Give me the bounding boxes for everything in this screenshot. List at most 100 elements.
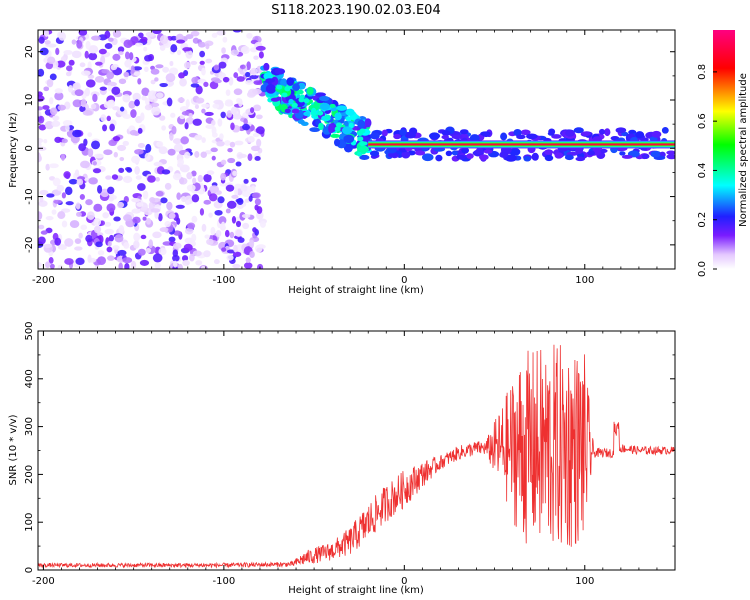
heatmap-cell: [54, 237, 62, 246]
heatmap-cell: [211, 155, 216, 161]
heatmap-cell: [183, 243, 193, 252]
heatmap-cell: [98, 48, 107, 55]
colorbar-tick-label: 0.6: [697, 113, 708, 129]
heatmap-cell: [74, 238, 82, 244]
heatmap-cell: [112, 135, 121, 142]
heatmap-cell: [186, 172, 193, 180]
heatmap-cell: [74, 89, 84, 97]
heatmap-cell: [220, 221, 226, 230]
heatmap-cell: [106, 203, 116, 213]
spectrogram-y-tick-label: -10: [24, 188, 35, 204]
heatmap-cell: [137, 142, 146, 149]
heatmap-cell: [222, 36, 228, 43]
heatmap-cell: [79, 62, 86, 68]
heatmap-cell: [592, 148, 601, 156]
heatmap-cell: [218, 72, 226, 80]
heatmap-cell: [195, 85, 203, 95]
heatmap-cell: [122, 257, 133, 264]
heatmap-cell: [87, 132, 93, 138]
heatmap-cell: [297, 119, 305, 124]
heatmap-cell: [666, 153, 675, 160]
heatmap-cell: [87, 254, 92, 263]
heatmap-cell: [451, 150, 458, 156]
heatmap-cell: [78, 143, 87, 152]
heatmap-cell: [85, 79, 96, 88]
heatmap-cell: [381, 129, 388, 137]
heatmap-cell: [221, 247, 227, 252]
heatmap-cell: [233, 244, 238, 253]
heatmap-cell: [48, 256, 54, 264]
heatmap-cell: [195, 260, 203, 266]
heatmap-cell: [38, 138, 44, 144]
heatmap-cell: [64, 186, 73, 196]
heatmap-cell: [215, 230, 222, 238]
heatmap-cell: [185, 34, 194, 40]
heatmap-cell: [213, 79, 222, 84]
heatmap-cell: [369, 150, 380, 157]
heatmap-cell: [137, 32, 144, 39]
heatmap-cell: [242, 123, 250, 131]
heatmap-cell: [599, 148, 608, 154]
heatmap-cell: [469, 134, 480, 142]
heatmap-cell: [112, 30, 122, 38]
heatmap-cell: [38, 236, 46, 245]
heatmap-cell: [250, 145, 261, 152]
heatmap-cell: [359, 141, 366, 147]
heatmap-cell: [159, 35, 169, 45]
heatmap-cell: [214, 209, 223, 216]
heatmap-cell: [123, 241, 130, 249]
heatmap-cell: [565, 129, 575, 137]
snr-y-tick-label: 100: [24, 513, 35, 532]
heatmap-cell: [150, 79, 156, 85]
heatmap-cell: [95, 61, 103, 66]
heatmap-cell: [333, 138, 341, 147]
colorbar-tick-label: 0.4: [697, 162, 708, 178]
heatmap-cell: [186, 184, 196, 192]
heatmap-cell: [276, 84, 283, 90]
heatmap-cell: [52, 115, 60, 121]
heatmap-cell: [61, 138, 68, 144]
heatmap-cell: [445, 150, 453, 157]
heatmap-cell: [291, 108, 300, 114]
heatmap-cell: [191, 194, 200, 203]
heatmap-cell: [112, 106, 120, 111]
heatmap-cell: [118, 262, 123, 269]
heatmap-cell: [246, 61, 251, 71]
heatmap-cell: [250, 67, 258, 76]
heatmap-cell: [90, 103, 97, 110]
heatmap-cell: [43, 138, 48, 144]
snr-panel: -200 -100 0 100 0 100 200 300 400 500 Height of …: [8, 321, 676, 596]
spectrogram-y-tick-label: 20: [24, 45, 35, 58]
heatmap-cell: [422, 153, 434, 162]
heatmap-cell: [175, 204, 185, 209]
heatmap-cell: [253, 55, 259, 60]
heatmap-cell: [124, 51, 130, 60]
heatmap-cell: [255, 45, 266, 51]
heatmap-cell: [111, 174, 119, 180]
heatmap-cell: [147, 175, 156, 183]
heatmap-cell: [184, 227, 194, 235]
heatmap-cell: [650, 153, 661, 158]
heatmap-cell: [49, 263, 55, 269]
heatmap-cell: [185, 49, 193, 59]
heatmap-cell: [221, 47, 226, 54]
heatmap-cell: [148, 239, 154, 249]
heatmap-cell: [111, 86, 121, 95]
heatmap-cell: [334, 112, 342, 121]
heatmap-cell: [137, 127, 143, 134]
snr-y-ticks: 0 100 200 300 400 500: [24, 321, 675, 573]
heatmap-cell: [330, 133, 341, 138]
heatmap-cell: [38, 106, 44, 111]
heatmap-cell: [208, 212, 213, 218]
heatmap-cell: [181, 255, 189, 262]
heatmap-cell: [119, 106, 125, 112]
heatmap-cell: [250, 107, 255, 114]
heatmap-cell: [206, 170, 215, 176]
spectrogram-x-tick-label: 100: [575, 275, 594, 286]
heatmap-cell: [107, 186, 115, 195]
heatmap-cell: [234, 187, 239, 196]
heatmap-cell: [232, 263, 241, 269]
heatmap-cell: [232, 30, 242, 33]
heatmap-cell: [191, 170, 197, 177]
heatmap-cell: [284, 86, 291, 92]
